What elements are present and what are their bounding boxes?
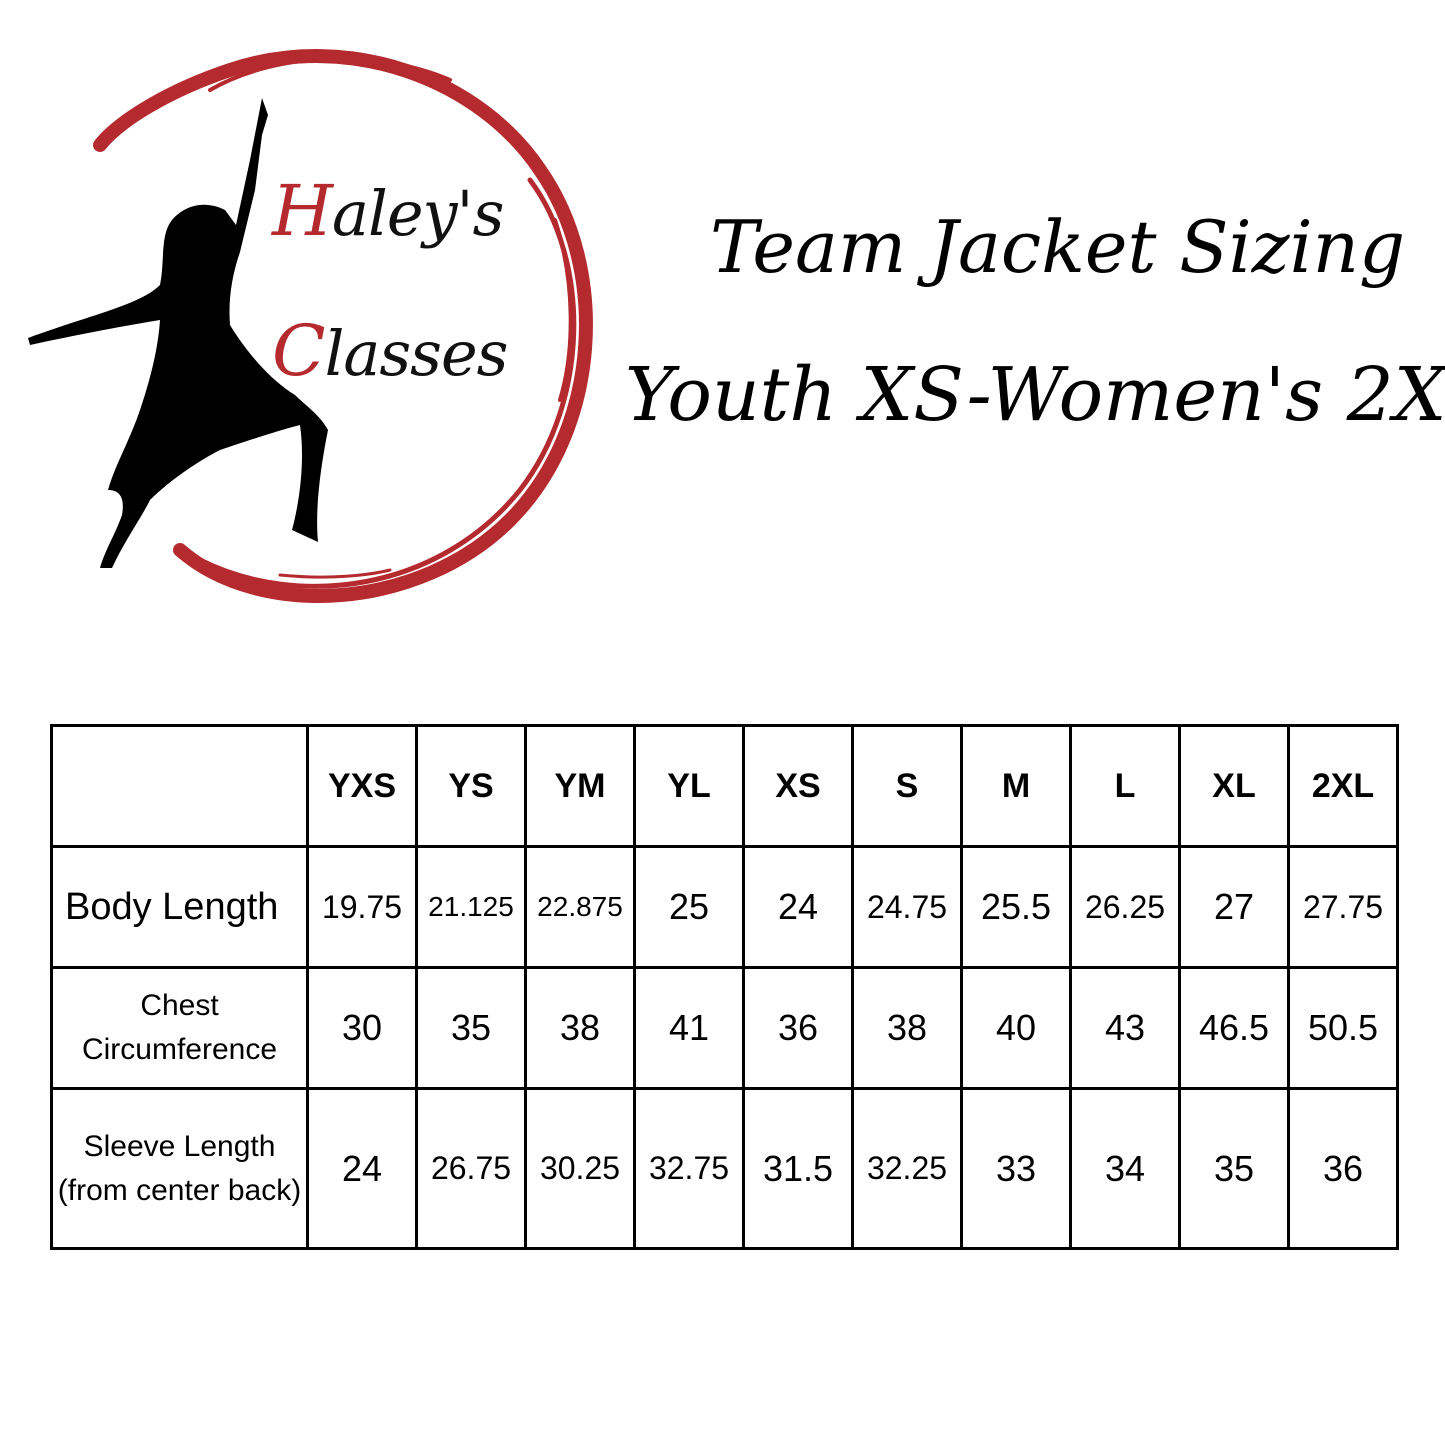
table-cell: 27 [1178, 845, 1290, 969]
table-cell: 30.25 [524, 1087, 636, 1250]
dancer-brush-circle-logo-icon [28, 49, 593, 603]
size-chart-table: YXS YS YM YL XS S M L XL 2XL Body Length 19.75 21.1… [50, 724, 1399, 1250]
table-cell: 46.5 [1178, 966, 1290, 1090]
column-header-xl: XL [1178, 724, 1290, 848]
page-subtitle: Youth XS-Women's 2XL [625, 352, 1445, 438]
page-title: Team Jacket Sizing [710, 205, 1406, 289]
table-cell: 40 [960, 966, 1072, 1090]
table-cell: 43 [1069, 966, 1181, 1090]
table-cell: 27.75 [1287, 845, 1399, 969]
row-label: Chest Circumference [50, 966, 309, 1090]
haleys-classes-logo: Haley's Classes [0, 20, 640, 640]
table-header-row: YXS YS YM YL XS S M L XL 2XL [50, 724, 1399, 848]
table-cell: 32.25 [851, 1087, 963, 1250]
table-cell: 38 [851, 966, 963, 1090]
table-cell: 26.75 [415, 1087, 527, 1250]
table-row: Body Length 19.75 21.125 22.875 25 24 24.75 25.… [50, 845, 1399, 969]
table-cell: 31.5 [742, 1087, 854, 1250]
row-label: Sleeve Length (from center back) [50, 1087, 309, 1250]
corner-cell [50, 724, 309, 848]
logo-initial: C [272, 310, 326, 392]
logo-line2: Classes [272, 310, 508, 392]
column-header-2xl: 2XL [1287, 724, 1399, 848]
table-cell: 35 [1178, 1087, 1290, 1250]
table-cell: 34 [1069, 1087, 1181, 1250]
table-cell: 25 [633, 845, 745, 969]
table-cell: 33 [960, 1087, 1072, 1250]
table-cell: 21.125 [415, 845, 527, 969]
logo-line1: Haley's [272, 170, 504, 252]
table-cell: 24 [306, 1087, 418, 1250]
table-cell: 32.75 [633, 1087, 745, 1250]
column-header-yxs: YXS [306, 724, 418, 848]
table-row: Chest Circumference 30 35 38 41 36 38 40 43 46.5 5… [50, 966, 1399, 1090]
table-cell: 24 [742, 845, 854, 969]
row-label: Body Length [50, 845, 309, 969]
table-cell: 26.25 [1069, 845, 1181, 969]
column-header-yl: YL [633, 724, 745, 848]
table-cell: 22.875 [524, 845, 636, 969]
table-row: Sleeve Length (from center back) 24 26.75 3… [50, 1087, 1399, 1250]
table-cell: 41 [633, 966, 745, 1090]
column-header-l: L [1069, 724, 1181, 848]
column-header-m: M [960, 724, 1072, 848]
table-cell: 30 [306, 966, 418, 1090]
table-cell: 36 [742, 966, 854, 1090]
table-cell: 36 [1287, 1087, 1399, 1250]
column-header-ys: YS [415, 724, 527, 848]
table-cell: 38 [524, 966, 636, 1090]
table-cell: 24.75 [851, 845, 963, 969]
table-cell: 50.5 [1287, 966, 1399, 1090]
table-cell: 19.75 [306, 845, 418, 969]
column-header-xs: XS [742, 724, 854, 848]
column-header-s: S [851, 724, 963, 848]
column-header-ym: YM [524, 724, 636, 848]
table-cell: 25.5 [960, 845, 1072, 969]
logo-initial: H [272, 170, 333, 252]
table-cell: 35 [415, 966, 527, 1090]
